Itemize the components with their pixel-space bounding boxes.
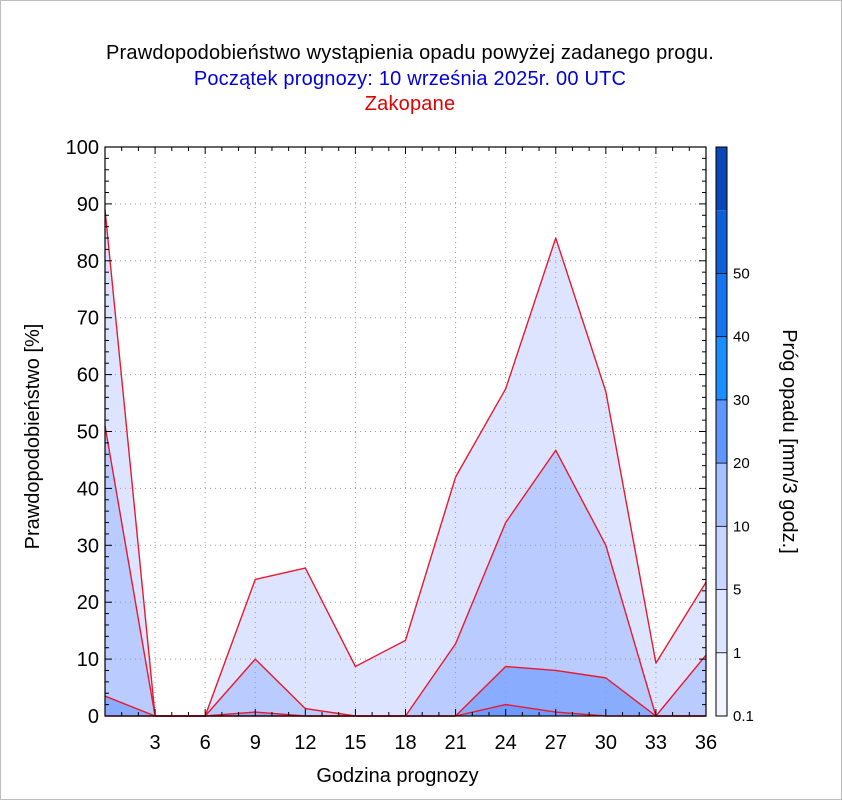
colorbar-frame	[715, 146, 728, 717]
colorbar-segment	[716, 273, 727, 337]
x-tick-label: 33	[645, 732, 667, 754]
x-tick-label: 30	[595, 732, 617, 754]
colorbar-segment	[716, 210, 727, 274]
y-tick-label: 10	[77, 649, 99, 671]
area-threshold-1	[105, 425, 706, 716]
x-tick-label: 27	[545, 732, 567, 754]
colorbar-segment	[716, 147, 727, 211]
y-tick-label: 60	[77, 365, 99, 387]
y-axis-label: Prawdopodobieństwo [%]	[22, 324, 44, 550]
y-tick-label: 40	[77, 478, 99, 500]
colorbar-tick-label: 10	[733, 518, 750, 535]
x-tick-label: 36	[695, 732, 717, 754]
x-tick-label: 6	[200, 732, 211, 754]
colorbar-tick-label: 40	[733, 329, 750, 346]
y-tick-label: 30	[77, 535, 99, 557]
x-tick-label: 15	[344, 732, 366, 754]
colorbar-segment	[716, 526, 727, 590]
colorbar-segment	[716, 336, 727, 400]
chart-title: Prawdopodobieństwo wystąpienia opadu pow…	[106, 42, 714, 64]
colorbar-label: Próg opadu [mm/3 godz.]	[778, 329, 800, 554]
colorbar-tick-label: 30	[733, 392, 750, 409]
colorbar-tick-label: 20	[733, 455, 750, 472]
x-tick-label: 24	[495, 732, 517, 754]
colorbar-segment	[716, 463, 727, 527]
y-tick-label: 70	[77, 308, 99, 330]
x-tick-label: 18	[394, 732, 416, 754]
x-axis-label: Godzina prognozy	[316, 765, 478, 787]
colorbar-tick-label: 50	[733, 265, 750, 282]
x-tick-label: 9	[250, 732, 261, 754]
location-name: Zakopane	[364, 93, 456, 115]
y-tick-label: 80	[77, 251, 99, 273]
x-tick-label: 3	[150, 732, 161, 754]
y-tick-label: 50	[77, 422, 99, 444]
colorbar-segment	[716, 652, 727, 716]
x-tick-label: 12	[294, 732, 316, 754]
colorbar-tick-label: 1	[733, 645, 741, 662]
forecast-start-subtitle: Początek prognozy: 10 września 2025r. 00…	[193, 68, 627, 90]
colorbar-tick-label: 0.1	[733, 708, 754, 725]
y-tick-label: 90	[77, 194, 99, 216]
colorbar-segment	[716, 589, 727, 653]
colorbar-tick-label: 5	[733, 582, 741, 599]
y-tick-label: 100	[66, 137, 99, 159]
area-threshold-5	[105, 666, 706, 716]
x-tick-label: 21	[444, 732, 466, 754]
colorbar-segment	[716, 399, 727, 464]
y-tick-label: 20	[77, 592, 99, 614]
y-tick-label: 0	[88, 706, 99, 728]
